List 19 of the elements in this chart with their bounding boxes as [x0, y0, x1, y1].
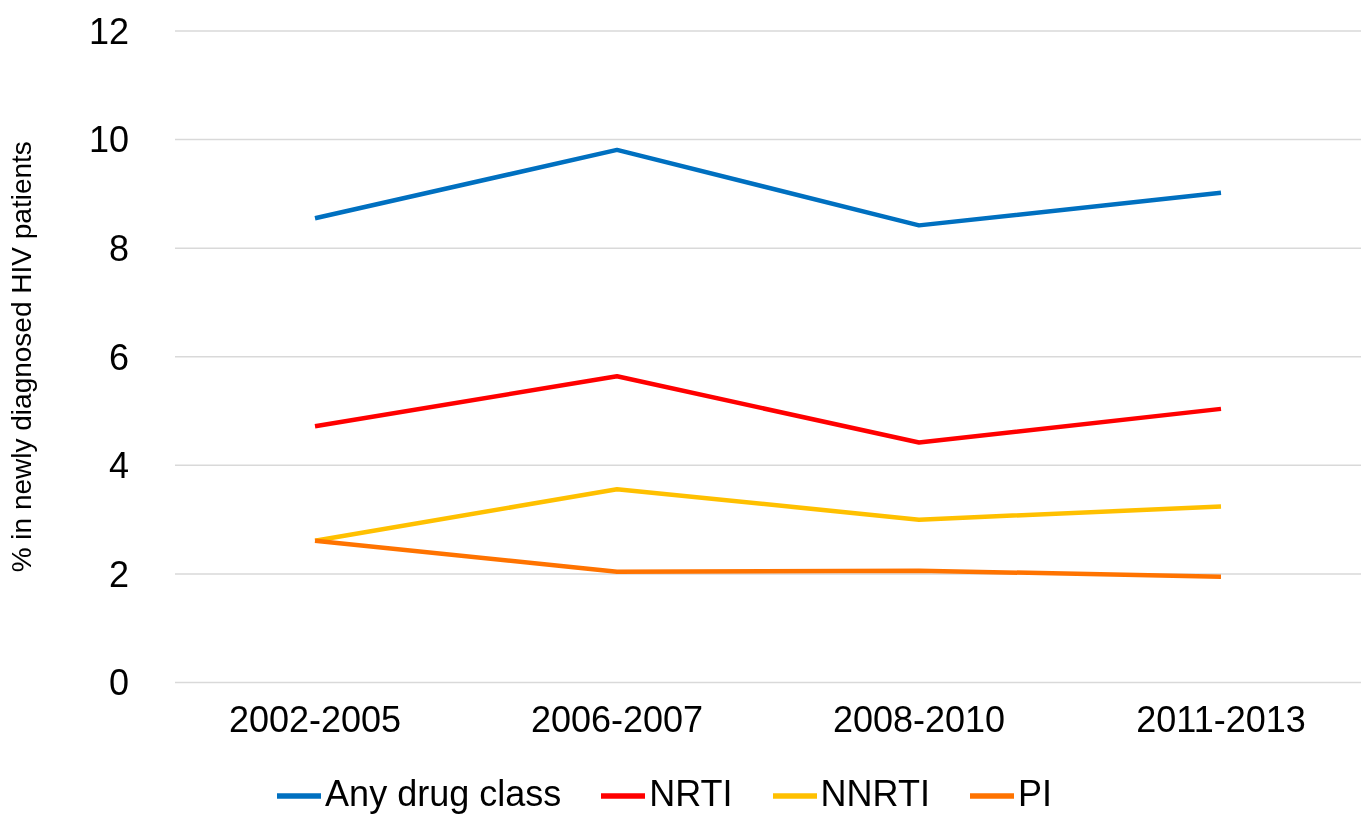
y-tick-label: 6 [108, 336, 129, 378]
y-tick-label: 0 [108, 662, 129, 704]
legend-label: NRTI [649, 772, 733, 814]
y-tick-label: 10 [88, 119, 129, 161]
y-tick-label: 12 [88, 10, 129, 52]
y-tick-label: 2 [108, 553, 129, 595]
legend-label: PI [1017, 772, 1052, 814]
legend-label: NNRTI [820, 772, 930, 814]
line-series [312, 374, 1224, 445]
legend-label: Any drug class [325, 772, 562, 814]
x-tick-label: 2002-2005 [228, 699, 402, 741]
y-axis-title: % in newly diagnosed HIV patients [5, 141, 37, 573]
x-tick-label: 2006-2007 [530, 699, 704, 741]
line-series [312, 538, 1224, 579]
x-tick-label: 2011-2013 [1136, 699, 1306, 741]
y-tick-label: 8 [108, 227, 129, 269]
x-tick-label: 2008-2010 [832, 699, 1006, 741]
y-tick-label: 4 [108, 445, 129, 487]
line-series [312, 147, 1224, 228]
